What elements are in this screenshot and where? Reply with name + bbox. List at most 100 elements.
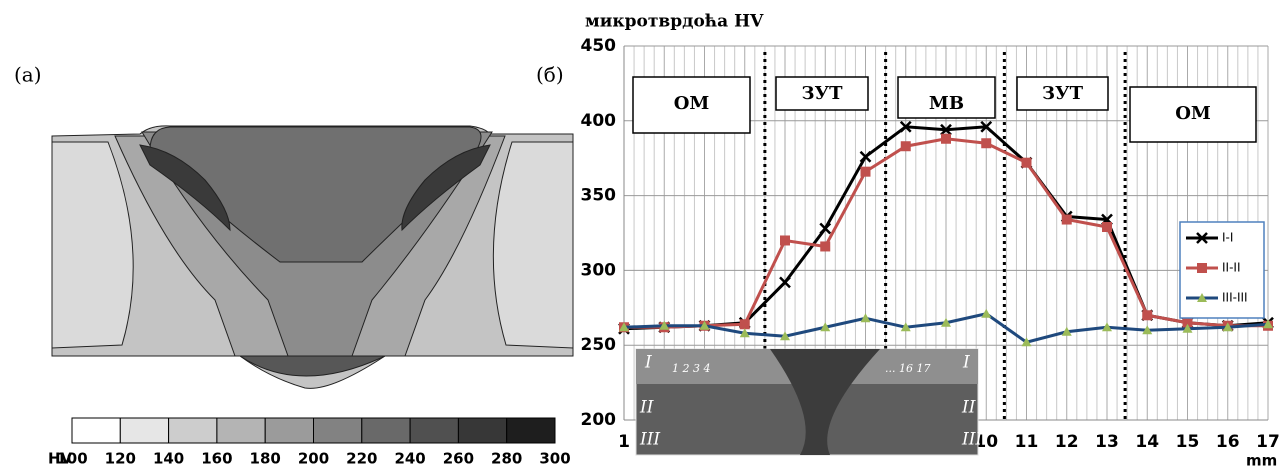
colorbar-bin (71, 417, 121, 444)
colorbar-bin (264, 417, 315, 444)
inset-label: 1 2 3 4 (672, 362, 710, 375)
legend-marker (1197, 263, 1207, 273)
legend-label: III-III (1222, 291, 1248, 305)
zone-label: ОМ (674, 93, 710, 114)
data-point (941, 133, 951, 144)
data-point (899, 120, 912, 133)
inset-label: II (639, 398, 654, 418)
zone-label: МВ (929, 93, 964, 114)
x-tick-label: 16 (1216, 432, 1240, 452)
contour-region (492, 141, 574, 349)
zone-label: ЗУТ (1042, 83, 1084, 104)
data-point (1182, 323, 1193, 333)
y-tick-label: 400 (581, 111, 617, 131)
data-point (1263, 319, 1273, 329)
inset-label: III (639, 430, 660, 450)
contour-region (51, 141, 134, 349)
panel-label: (б) (536, 63, 564, 87)
data-point (1222, 322, 1233, 332)
x-tick-label: 12 (1055, 432, 1079, 452)
data-point (820, 241, 831, 252)
y-tick-label: 300 (581, 260, 617, 280)
data-point (981, 138, 992, 149)
colorbar-tick-label: 100 (56, 450, 87, 467)
panel-label: (а) (14, 63, 42, 87)
legend-marker (1196, 232, 1208, 244)
colorbar-tick-label: 220 (346, 450, 377, 467)
data-point (739, 328, 750, 338)
colorbar-bin (361, 417, 411, 444)
x-tick-label: 13 (1095, 432, 1119, 452)
y-tick-label: 200 (581, 410, 617, 430)
data-point (981, 308, 992, 318)
contour-map (51, 125, 574, 389)
inset-label: III (961, 430, 982, 450)
inset-label: II (961, 398, 976, 418)
data-point (1102, 222, 1112, 233)
x-tick-label: 11 (1015, 432, 1039, 452)
data-point (941, 317, 951, 327)
colorbar-bin (457, 417, 508, 444)
y-tick-label: 450 (581, 36, 617, 56)
colorbar-bin (409, 417, 459, 444)
data-point (900, 322, 911, 332)
data-point (1142, 325, 1153, 335)
data-point (859, 150, 872, 163)
x-tick-label: 14 (1135, 432, 1159, 452)
colorbar-tick-label: 200 (298, 450, 329, 467)
inset-label: I (644, 353, 652, 373)
colorbar-bin (168, 417, 218, 444)
data-point (819, 222, 832, 235)
colorbar-bin (506, 417, 556, 444)
data-point (900, 141, 911, 152)
contour-region (139, 144, 231, 232)
colorbar-tick-label: 260 (443, 450, 474, 467)
colorbar-label: HV (48, 450, 73, 467)
data-point (1182, 317, 1193, 328)
colorbar-tick-label: 140 (153, 450, 184, 467)
data-point (780, 235, 790, 246)
colorbar-bin (313, 417, 363, 444)
zone-box (1129, 86, 1257, 143)
inset-weld (770, 349, 880, 455)
data-point (659, 320, 670, 330)
zone-label: ОМ (1175, 103, 1211, 124)
legend-label: I-I (1222, 231, 1233, 245)
data-point (780, 331, 790, 341)
x-axis-label: mm (1246, 452, 1277, 467)
zone-box (1016, 76, 1109, 111)
chart-title: микротврдоћа HV (585, 12, 764, 32)
x-tick-label: 10 (974, 432, 998, 452)
contour-region (238, 355, 386, 377)
colorbar-bin (119, 417, 170, 444)
colorbar-tick-label: 240 (394, 450, 425, 467)
x-tick-label: 1 (618, 432, 630, 452)
inset-label: ... 16 17 (885, 362, 930, 375)
data-point (739, 319, 750, 330)
colorbar-tick-label: 300 (539, 450, 570, 467)
inset-label: I (962, 353, 970, 373)
zone-box (897, 76, 996, 119)
data-point (860, 313, 871, 323)
data-point (619, 322, 629, 332)
colorbar-tick-label: 180 (250, 450, 281, 467)
data-point (820, 322, 831, 332)
colorbar-tick-label: 160 (201, 450, 232, 467)
x-tick-label: 17 (1256, 432, 1280, 452)
x-tick-label: 15 (1176, 432, 1200, 452)
data-point (1102, 322, 1112, 332)
data-point (1021, 157, 1032, 168)
zone-box (632, 76, 751, 134)
legend-label: II-II (1222, 261, 1241, 275)
legend-marker (1197, 293, 1207, 302)
data-point (940, 123, 952, 136)
data-point (1061, 214, 1072, 225)
data-point (1061, 326, 1072, 336)
contour-region (401, 144, 491, 232)
y-tick-label: 250 (581, 335, 617, 355)
data-point (699, 320, 710, 330)
colorbar-tick-label: 120 (105, 450, 136, 467)
data-point (1021, 337, 1032, 347)
data-point (779, 276, 791, 289)
